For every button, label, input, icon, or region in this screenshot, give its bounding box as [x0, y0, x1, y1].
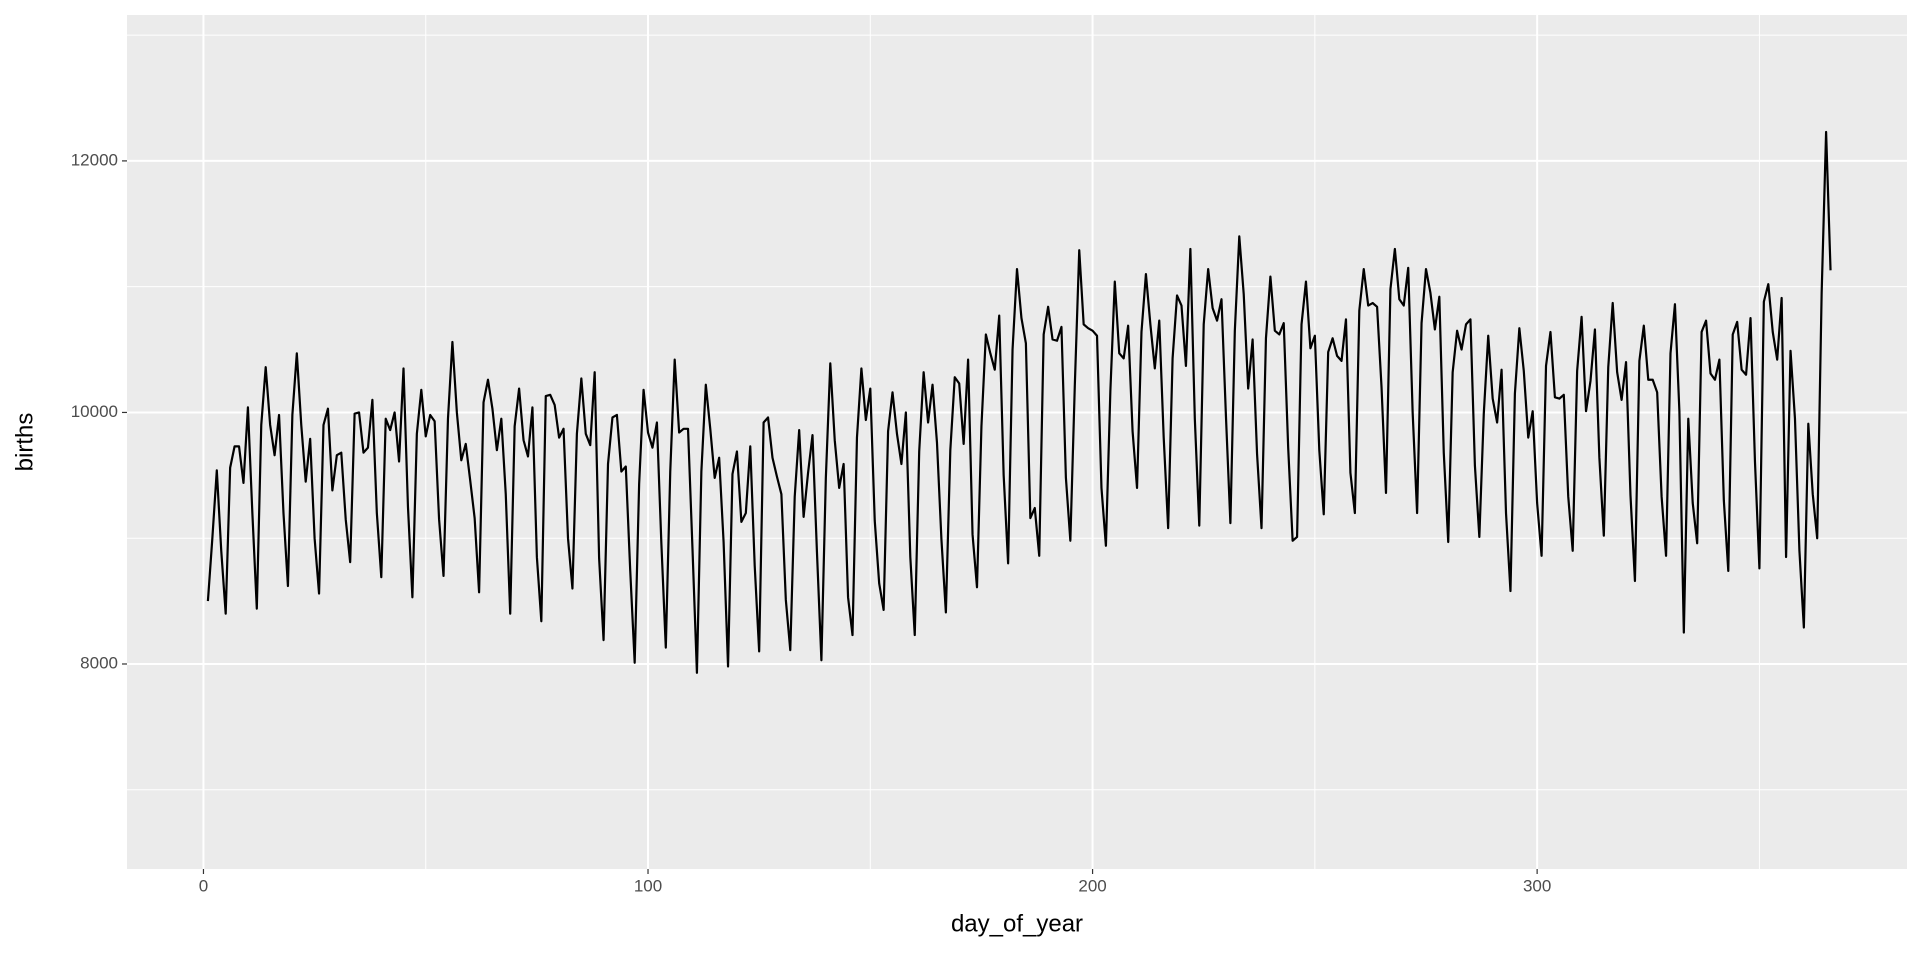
- x-tick-label: 100: [634, 876, 662, 895]
- x-tick-label: 0: [199, 876, 208, 895]
- y-tick-label: 10000: [71, 402, 118, 421]
- x-axis-title: day_of_year: [951, 910, 1083, 937]
- plot: [206, 130, 1832, 674]
- x-tick-label: 300: [1523, 876, 1551, 895]
- line: [206, 130, 1832, 674]
- y-tick-label: 8000: [80, 653, 118, 672]
- y-axis-title: births: [11, 413, 38, 472]
- x-tick-label: 200: [1078, 876, 1106, 895]
- grid: 0 100 200 300 8000 10000 12000: [71, 15, 1907, 895]
- panel: [127, 15, 1907, 869]
- y-tick-label: 12000: [71, 150, 118, 169]
